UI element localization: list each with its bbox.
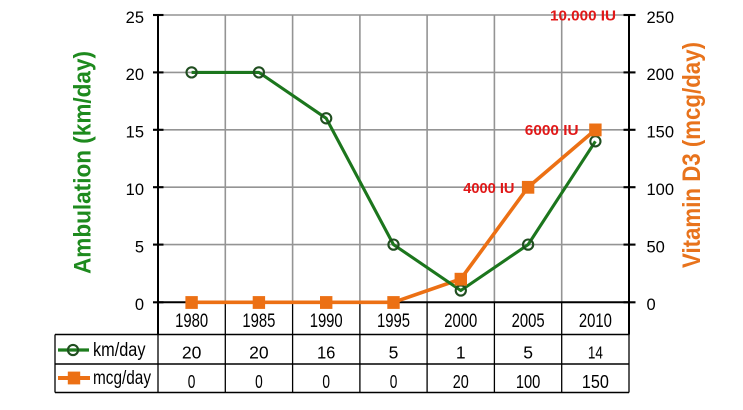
svg-text:1995: 1995: [377, 311, 410, 332]
svg-text:14: 14: [588, 343, 603, 363]
svg-text:1: 1: [456, 343, 466, 363]
svg-text:150: 150: [647, 124, 675, 142]
svg-text:5: 5: [135, 238, 144, 256]
svg-text:2005: 2005: [512, 311, 545, 332]
svg-text:0: 0: [647, 296, 656, 314]
svg-text:0: 0: [135, 296, 144, 314]
svg-text:Ambulation (km/day): Ambulation (km/day): [70, 51, 97, 274]
svg-text:20: 20: [249, 343, 269, 363]
svg-text:4000 IU: 4000 IU: [463, 181, 514, 197]
svg-text:25: 25: [126, 9, 144, 27]
svg-text:20: 20: [126, 66, 144, 84]
svg-text:5: 5: [389, 343, 399, 363]
svg-text:0: 0: [188, 372, 196, 392]
svg-text:2000: 2000: [444, 311, 477, 332]
svg-text:6000 IU: 6000 IU: [525, 123, 579, 139]
svg-text:2010: 2010: [579, 311, 612, 332]
svg-text:15: 15: [126, 124, 144, 142]
svg-text:10: 10: [126, 181, 144, 199]
svg-text:0: 0: [390, 372, 398, 392]
svg-text:150: 150: [582, 372, 609, 392]
svg-text:0: 0: [255, 372, 263, 392]
svg-text:100: 100: [516, 372, 541, 392]
svg-text:16: 16: [317, 343, 336, 363]
svg-text:Vitamin D3 (mcg/day): Vitamin D3 (mcg/day): [678, 42, 706, 268]
svg-text:10.000 IU: 10.000 IU: [550, 9, 616, 25]
svg-text:20: 20: [453, 372, 469, 392]
svg-text:mcg/day: mcg/day: [93, 368, 151, 389]
svg-text:200: 200: [647, 66, 675, 84]
svg-text:100: 100: [647, 181, 675, 199]
svg-text:0: 0: [322, 372, 330, 392]
svg-text:1985: 1985: [242, 311, 275, 332]
svg-text:50: 50: [647, 238, 665, 256]
svg-text:km/day: km/day: [93, 340, 146, 361]
svg-text:1980: 1980: [175, 311, 208, 332]
svg-text:5: 5: [523, 343, 533, 363]
svg-text:250: 250: [647, 9, 675, 27]
svg-text:20: 20: [182, 343, 202, 363]
svg-text:1990: 1990: [310, 311, 343, 332]
